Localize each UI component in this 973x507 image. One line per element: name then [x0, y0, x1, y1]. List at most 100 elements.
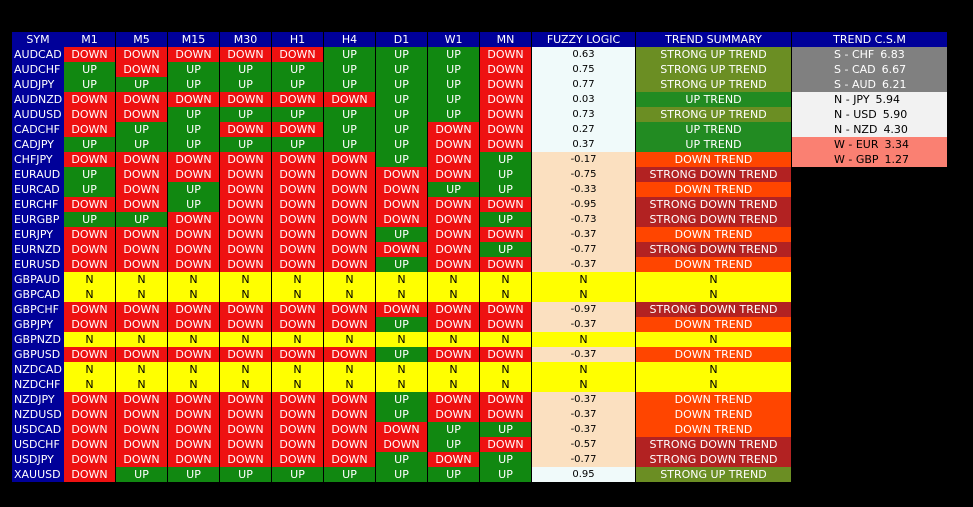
timeframe-signal-cell: DOWN	[220, 47, 271, 62]
timeframe-signal-cell: DOWN	[428, 407, 479, 422]
timeframe-signal-cell: DOWN	[324, 302, 375, 317]
timeframe-signal-cell: DOWN	[324, 422, 375, 437]
timeframe-signal-cell: UP	[324, 122, 375, 137]
symbol-label[interactable]: GBPUSD	[12, 347, 64, 362]
symbol-label[interactable]: EURAUD	[12, 167, 64, 182]
timeframe-signal-cell: N	[324, 362, 375, 377]
symbol-label[interactable]: CHFJPY	[12, 152, 64, 167]
timeframe-signal-cell: N	[220, 332, 271, 347]
timeframe-signal-cell: UP	[220, 107, 271, 122]
symbol-label[interactable]: NZDCAD	[12, 362, 64, 377]
symbol-label[interactable]: EURGBP	[12, 212, 64, 227]
timeframe-signal-cell: DOWN	[116, 452, 167, 467]
symbol-label[interactable]: EURCHF	[12, 197, 64, 212]
symbol-label[interactable]: EURCAD	[12, 182, 64, 197]
timeframe-signal-cell: DOWN	[272, 407, 323, 422]
timeframe-signal-cell: UP	[64, 77, 115, 92]
symbol-label[interactable]: EURJPY	[12, 227, 64, 242]
timeframe-signal-cell: N	[272, 362, 323, 377]
trend-summary-badge: DOWN TREND	[636, 317, 791, 332]
trend-summary-badge: UP TREND	[636, 137, 791, 152]
symbol-label[interactable]: USDCAD	[12, 422, 64, 437]
timeframe-signal-cell: DOWN	[272, 47, 323, 62]
timeframe-signal-cell: DOWN	[480, 347, 531, 362]
timeframe-signal-cell: N	[324, 332, 375, 347]
symbol-label[interactable]: GBPJPY	[12, 317, 64, 332]
timeframe-signal-cell: DOWN	[168, 167, 219, 182]
timeframe-signal-cell: DOWN	[220, 302, 271, 317]
symbol-label[interactable]: XAUUSD	[12, 467, 64, 482]
symbol-label[interactable]: EURUSD	[12, 257, 64, 272]
fuzzy-logic-value: -0.37	[532, 347, 635, 362]
timeframe-signal-cell: DOWN	[272, 227, 323, 242]
timeframe-signal-cell: DOWN	[428, 137, 479, 152]
timeframe-signal-cell: DOWN	[376, 437, 427, 452]
symbol-label[interactable]: NZDJPY	[12, 392, 64, 407]
trend-summary-badge: STRONG UP TREND	[636, 47, 791, 62]
currency-strength-entry: S - AUD 6.21	[792, 77, 947, 92]
timeframe-signal-cell: UP	[272, 77, 323, 92]
trend-summary-badge: DOWN TREND	[636, 152, 791, 167]
currency-strength-label: W - EUR	[834, 138, 879, 151]
symbol-label[interactable]: GBPNZD	[12, 332, 64, 347]
symbol-label[interactable]: GBPCAD	[12, 287, 64, 302]
timeframe-signal-cell: DOWN	[428, 392, 479, 407]
symbol-label[interactable]: USDJPY	[12, 452, 64, 467]
timeframe-signal-cell: DOWN	[116, 347, 167, 362]
symbol-label[interactable]: AUDUSD	[12, 107, 64, 122]
symbol-label[interactable]: EURNZD	[12, 242, 64, 257]
timeframe-signal-cell: N	[64, 287, 115, 302]
currency-strength-value: 4.30	[883, 123, 908, 136]
symbol-label[interactable]: USDCHF	[12, 437, 64, 452]
timeframe-signal-cell: N	[272, 287, 323, 302]
timeframe-signal-cell: N	[64, 332, 115, 347]
timeframe-signal-cell: DOWN	[428, 302, 479, 317]
timeframe-signal-cell: N	[376, 377, 427, 392]
symbol-label[interactable]: AUDCHF	[12, 62, 64, 77]
timeframe-signal-cell: DOWN	[376, 422, 427, 437]
timeframe-signal-cell: N	[64, 272, 115, 287]
currency-strength-value: 5.90	[882, 108, 908, 121]
fuzzy-logic-value: -0.95	[532, 197, 635, 212]
column-header-trend-c-s-m: TREND C.S.M	[792, 32, 947, 47]
timeframe-signal-cell: DOWN	[480, 47, 531, 62]
fuzzy-logic-value: -0.77	[532, 452, 635, 467]
timeframe-signal-cell: DOWN	[168, 257, 219, 272]
fuzzy-logic-value: -0.77	[532, 242, 635, 257]
fuzzy-logic-value: -0.73	[532, 212, 635, 227]
currency-strength-label: W - GBP	[834, 153, 879, 166]
symbol-label[interactable]: NZDUSD	[12, 407, 64, 422]
timeframe-signal-cell: UP	[376, 92, 427, 107]
timeframe-signal-cell: DOWN	[116, 422, 167, 437]
fuzzy-logic-value: -0.37	[532, 227, 635, 242]
fuzzy-logic-value: -0.37	[532, 257, 635, 272]
timeframe-signal-cell: DOWN	[116, 437, 167, 452]
timeframe-signal-cell: DOWN	[480, 302, 531, 317]
trend-summary-badge: N	[636, 362, 791, 377]
currency-strength-label: S - AUD	[834, 78, 876, 91]
timeframe-signal-cell: N	[480, 332, 531, 347]
timeframe-signal-cell: DOWN	[116, 107, 167, 122]
fuzzy-logic-value: 0.73	[532, 107, 635, 122]
symbol-label[interactable]: NZDCHF	[12, 377, 64, 392]
symbol-label[interactable]: CADJPY	[12, 137, 64, 152]
symbol-label[interactable]: CADCHF	[12, 122, 64, 137]
symbol-label[interactable]: GBPAUD	[12, 272, 64, 287]
timeframe-signal-cell: DOWN	[116, 167, 167, 182]
timeframe-signal-cell: DOWN	[116, 257, 167, 272]
timeframe-signal-cell: DOWN	[64, 227, 115, 242]
symbol-label[interactable]: AUDNZD	[12, 92, 64, 107]
currency-strength-value: 6.21	[882, 78, 907, 91]
timeframe-signal-cell: N	[480, 272, 531, 287]
trend-summary-badge: STRONG DOWN TREND	[636, 242, 791, 257]
timeframe-signal-cell: DOWN	[64, 347, 115, 362]
trend-summary-badge: DOWN TREND	[636, 422, 791, 437]
symbol-label[interactable]: AUDCAD	[12, 47, 64, 62]
symbol-label[interactable]: AUDJPY	[12, 77, 64, 92]
timeframe-signal-cell: DOWN	[116, 182, 167, 197]
timeframe-signal-cell: N	[480, 287, 531, 302]
timeframe-signal-cell: UP	[376, 122, 427, 137]
timeframe-signal-cell: UP	[168, 182, 219, 197]
symbol-label[interactable]: GBPCHF	[12, 302, 64, 317]
timeframe-signal-cell: UP	[324, 467, 375, 482]
